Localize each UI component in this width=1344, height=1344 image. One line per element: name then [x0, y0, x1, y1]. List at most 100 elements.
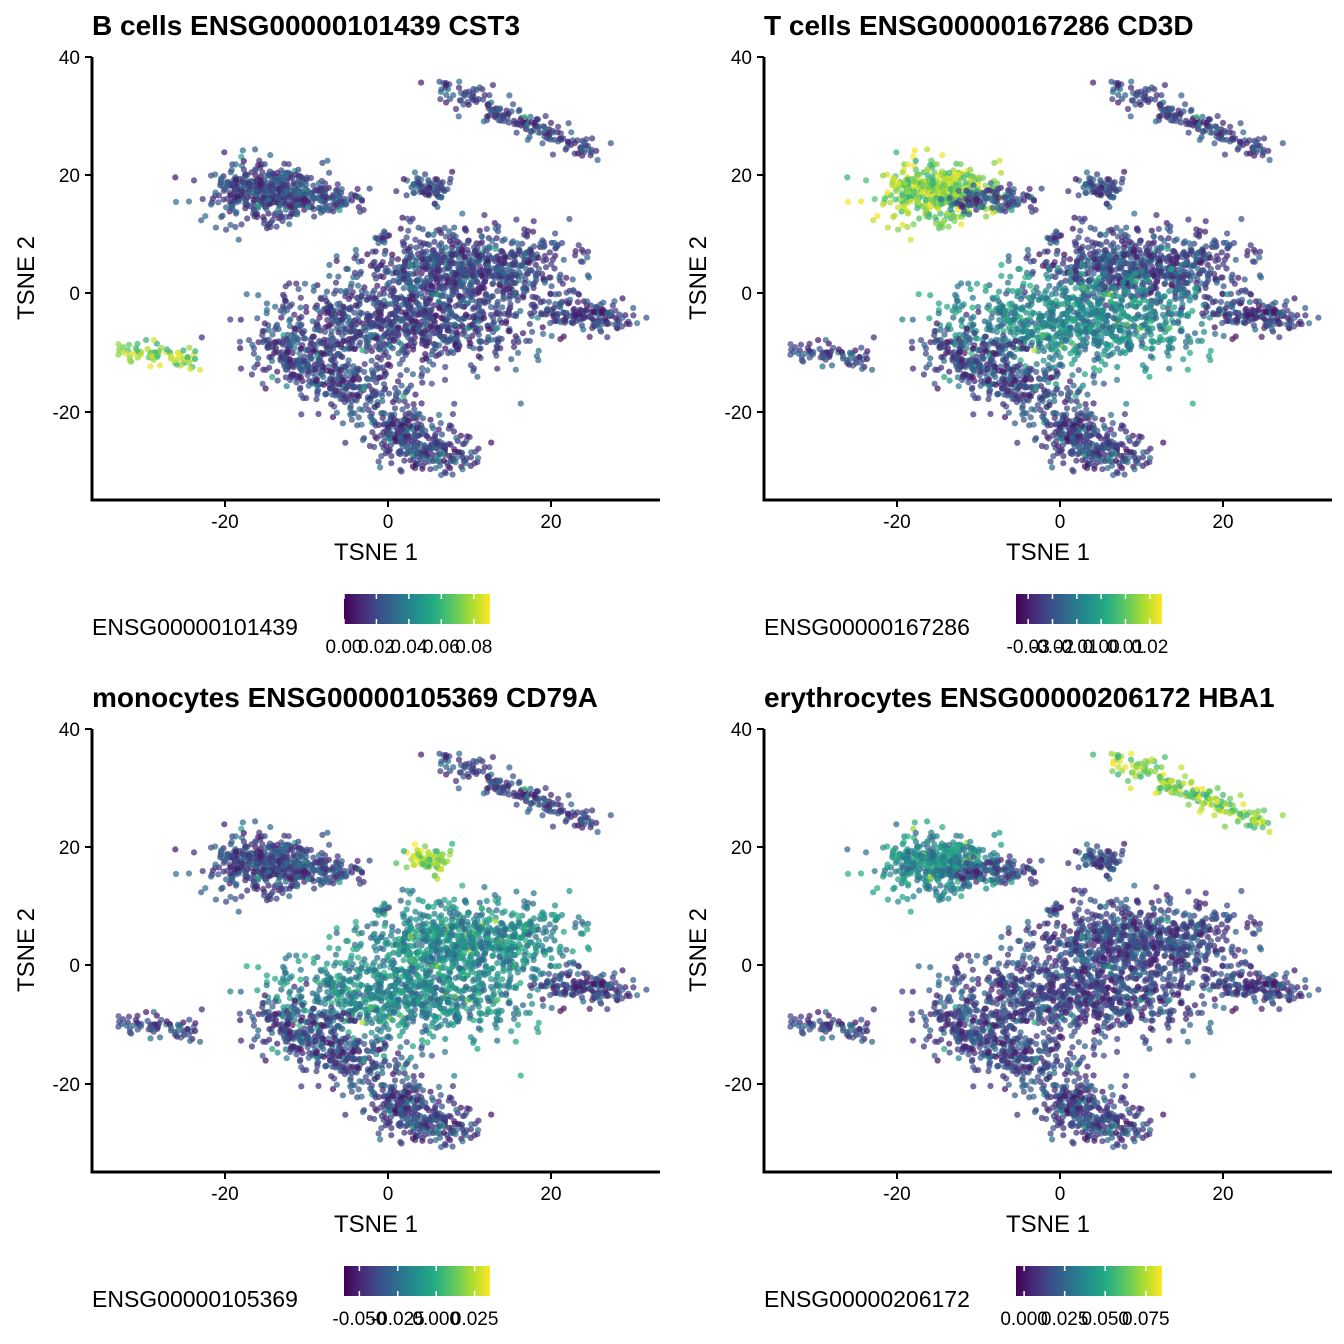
data-point — [856, 354, 863, 361]
data-point — [310, 333, 317, 340]
data-point — [589, 135, 596, 142]
data-point — [283, 187, 290, 194]
data-point — [1110, 245, 1117, 253]
data-point — [594, 156, 601, 164]
data-point — [517, 400, 524, 407]
data-point — [880, 201, 887, 208]
data-point — [540, 330, 547, 337]
data-point — [367, 262, 374, 269]
data-point — [415, 453, 422, 460]
data-point — [476, 254, 483, 261]
data-point — [557, 336, 564, 343]
data-point — [283, 363, 291, 370]
data-point — [395, 397, 402, 404]
data-point — [1198, 267, 1205, 274]
data-point — [353, 391, 360, 399]
data-point — [548, 283, 555, 290]
data-point — [198, 334, 205, 341]
data-point — [466, 92, 474, 99]
data-point — [269, 373, 276, 381]
data-point — [264, 179, 271, 186]
data-point — [485, 333, 492, 341]
data-point — [320, 381, 327, 388]
data-point — [333, 257, 340, 264]
data-point — [524, 136, 531, 143]
data-point — [385, 328, 392, 335]
data-point — [1244, 252, 1251, 259]
data-point — [1087, 224, 1094, 231]
data-point — [340, 377, 347, 384]
data-point — [1214, 113, 1221, 120]
data-point — [514, 293, 521, 300]
data-point — [437, 333, 444, 340]
data-point — [475, 455, 482, 462]
data-point — [563, 309, 570, 316]
data-point — [385, 390, 393, 397]
data-point — [451, 224, 458, 231]
data-point — [354, 365, 361, 372]
data-point — [397, 225, 404, 232]
data-point — [516, 106, 523, 113]
data-point — [227, 192, 234, 199]
data-point — [514, 121, 521, 128]
data-point — [412, 391, 419, 398]
data-point — [1188, 106, 1195, 113]
data-point — [432, 341, 439, 349]
data-point — [506, 292, 513, 300]
data-point — [359, 436, 366, 444]
data-point — [965, 196, 972, 203]
data-point — [381, 341, 388, 348]
data-point — [1199, 113, 1206, 120]
data-point — [339, 201, 346, 208]
data-point — [1251, 146, 1258, 153]
data-point — [329, 414, 337, 421]
data-point — [550, 305, 558, 312]
data-point — [1044, 248, 1051, 255]
data-point — [1081, 215, 1088, 222]
data-point — [911, 176, 918, 183]
data-point — [418, 365, 426, 372]
data-point — [236, 198, 243, 205]
data-point — [517, 116, 524, 123]
data-point — [415, 178, 422, 186]
data-point — [496, 282, 503, 289]
data-point — [1163, 111, 1170, 119]
data-point — [348, 293, 355, 300]
data-point — [435, 351, 442, 358]
data-point — [403, 192, 410, 199]
data-point — [309, 193, 316, 201]
data-point — [498, 248, 506, 255]
data-point — [1237, 120, 1244, 127]
data-point — [352, 302, 359, 309]
data-point — [1066, 256, 1074, 263]
data-point — [1047, 239, 1054, 247]
data-point — [323, 390, 330, 397]
data-point — [351, 317, 358, 325]
data-point — [259, 380, 266, 387]
data-point — [475, 353, 482, 360]
data-point — [467, 454, 475, 461]
data-point — [421, 455, 428, 462]
data-point — [535, 123, 542, 130]
data-point — [407, 382, 415, 389]
data-point — [1193, 251, 1200, 258]
data-point — [485, 325, 492, 333]
data-point — [939, 223, 946, 231]
data-point — [563, 289, 570, 296]
data-point — [568, 129, 575, 136]
data-point — [1205, 276, 1212, 283]
data-point — [447, 175, 454, 182]
data-point — [268, 187, 275, 194]
data-point — [287, 376, 294, 384]
data-point — [924, 166, 931, 173]
data-point — [565, 138, 572, 145]
data-point — [311, 283, 318, 290]
data-point — [397, 448, 404, 456]
data-point — [432, 275, 440, 282]
data-point — [199, 196, 206, 203]
data-point — [478, 233, 485, 240]
data-point — [250, 350, 257, 357]
data-point — [319, 340, 326, 347]
data-point — [416, 410, 423, 417]
data-point — [881, 195, 888, 202]
